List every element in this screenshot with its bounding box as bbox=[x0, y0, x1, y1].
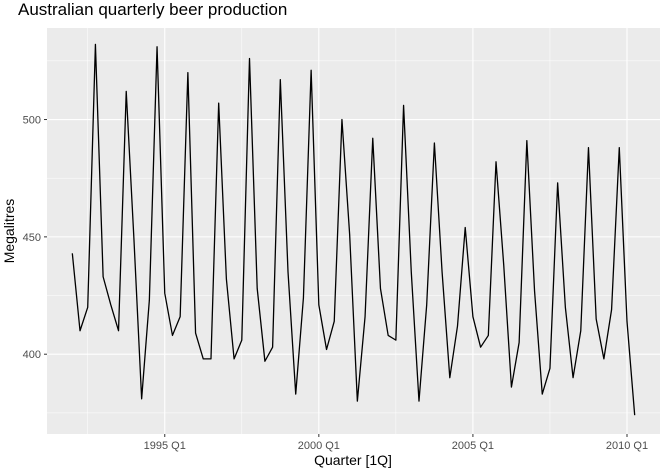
y-tick-label: 500 bbox=[23, 115, 41, 127]
y-tick-label: 450 bbox=[23, 232, 41, 244]
x-axis-title: Quarter [1Q] bbox=[314, 452, 392, 468]
major-gridlines bbox=[47, 28, 660, 434]
plot-panel bbox=[47, 28, 660, 434]
series-line bbox=[71, 43, 636, 416]
x-axis: 1995 Q1 2000 Q1 2005 Q1 2010 Q1 bbox=[144, 434, 648, 452]
chart-title: Australian quarterly beer production bbox=[18, 0, 287, 19]
y-tick-label: 400 bbox=[23, 349, 41, 361]
x-tick-label: 1995 Q1 bbox=[144, 440, 186, 452]
x-tick-label: 2000 Q1 bbox=[298, 440, 340, 452]
series-layer bbox=[71, 43, 636, 416]
x-tick-label: 2010 Q1 bbox=[606, 440, 648, 452]
x-tick-label: 2005 Q1 bbox=[452, 440, 494, 452]
y-axis: 400 450 500 bbox=[23, 115, 47, 361]
y-axis-title: Megalitres bbox=[1, 199, 17, 264]
